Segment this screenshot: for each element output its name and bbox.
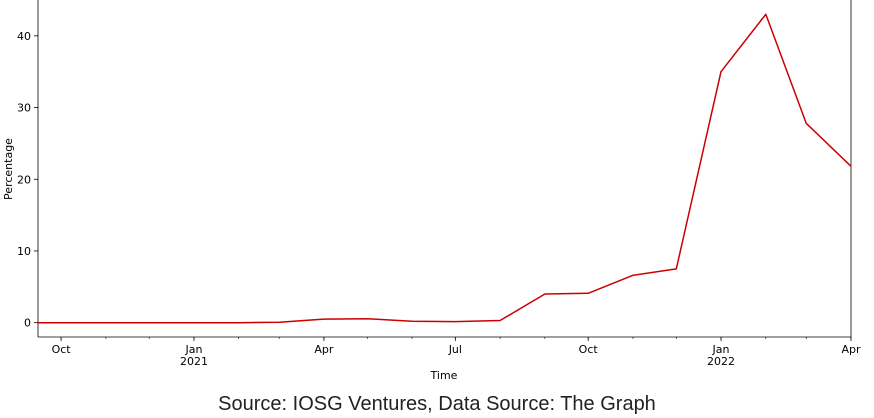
x-tick-label: Jan xyxy=(712,343,730,356)
x-tick-label: Oct xyxy=(579,343,599,356)
x-tick-label: Jul xyxy=(448,343,462,356)
y-tick-label: 30 xyxy=(17,102,31,115)
series-line xyxy=(38,13,852,324)
x-tick-label: Apr xyxy=(314,343,334,356)
x-axis-label: Time xyxy=(430,369,458,382)
y-tick-label: 40 xyxy=(17,30,31,43)
y-tick-label: 0 xyxy=(24,317,31,330)
plot-frame xyxy=(37,0,852,338)
series-layer xyxy=(38,13,852,324)
y-tick-label: 10 xyxy=(17,245,31,258)
y-axis-label: Percentage xyxy=(2,138,15,200)
y-axis-ticks: 0 10 20 30 40 xyxy=(17,30,38,330)
source-caption: Source: IOSG Ventures, Data Source: The … xyxy=(218,393,656,415)
y-tick-label: 20 xyxy=(17,173,31,186)
x-tick-label: Jan xyxy=(184,343,202,356)
x-tick-year-label: 2021 xyxy=(180,355,208,368)
x-tick-label: Oct xyxy=(52,343,72,356)
x-tick-label: Apr xyxy=(841,343,861,356)
x-tick-year-label: 2022 xyxy=(707,355,735,368)
